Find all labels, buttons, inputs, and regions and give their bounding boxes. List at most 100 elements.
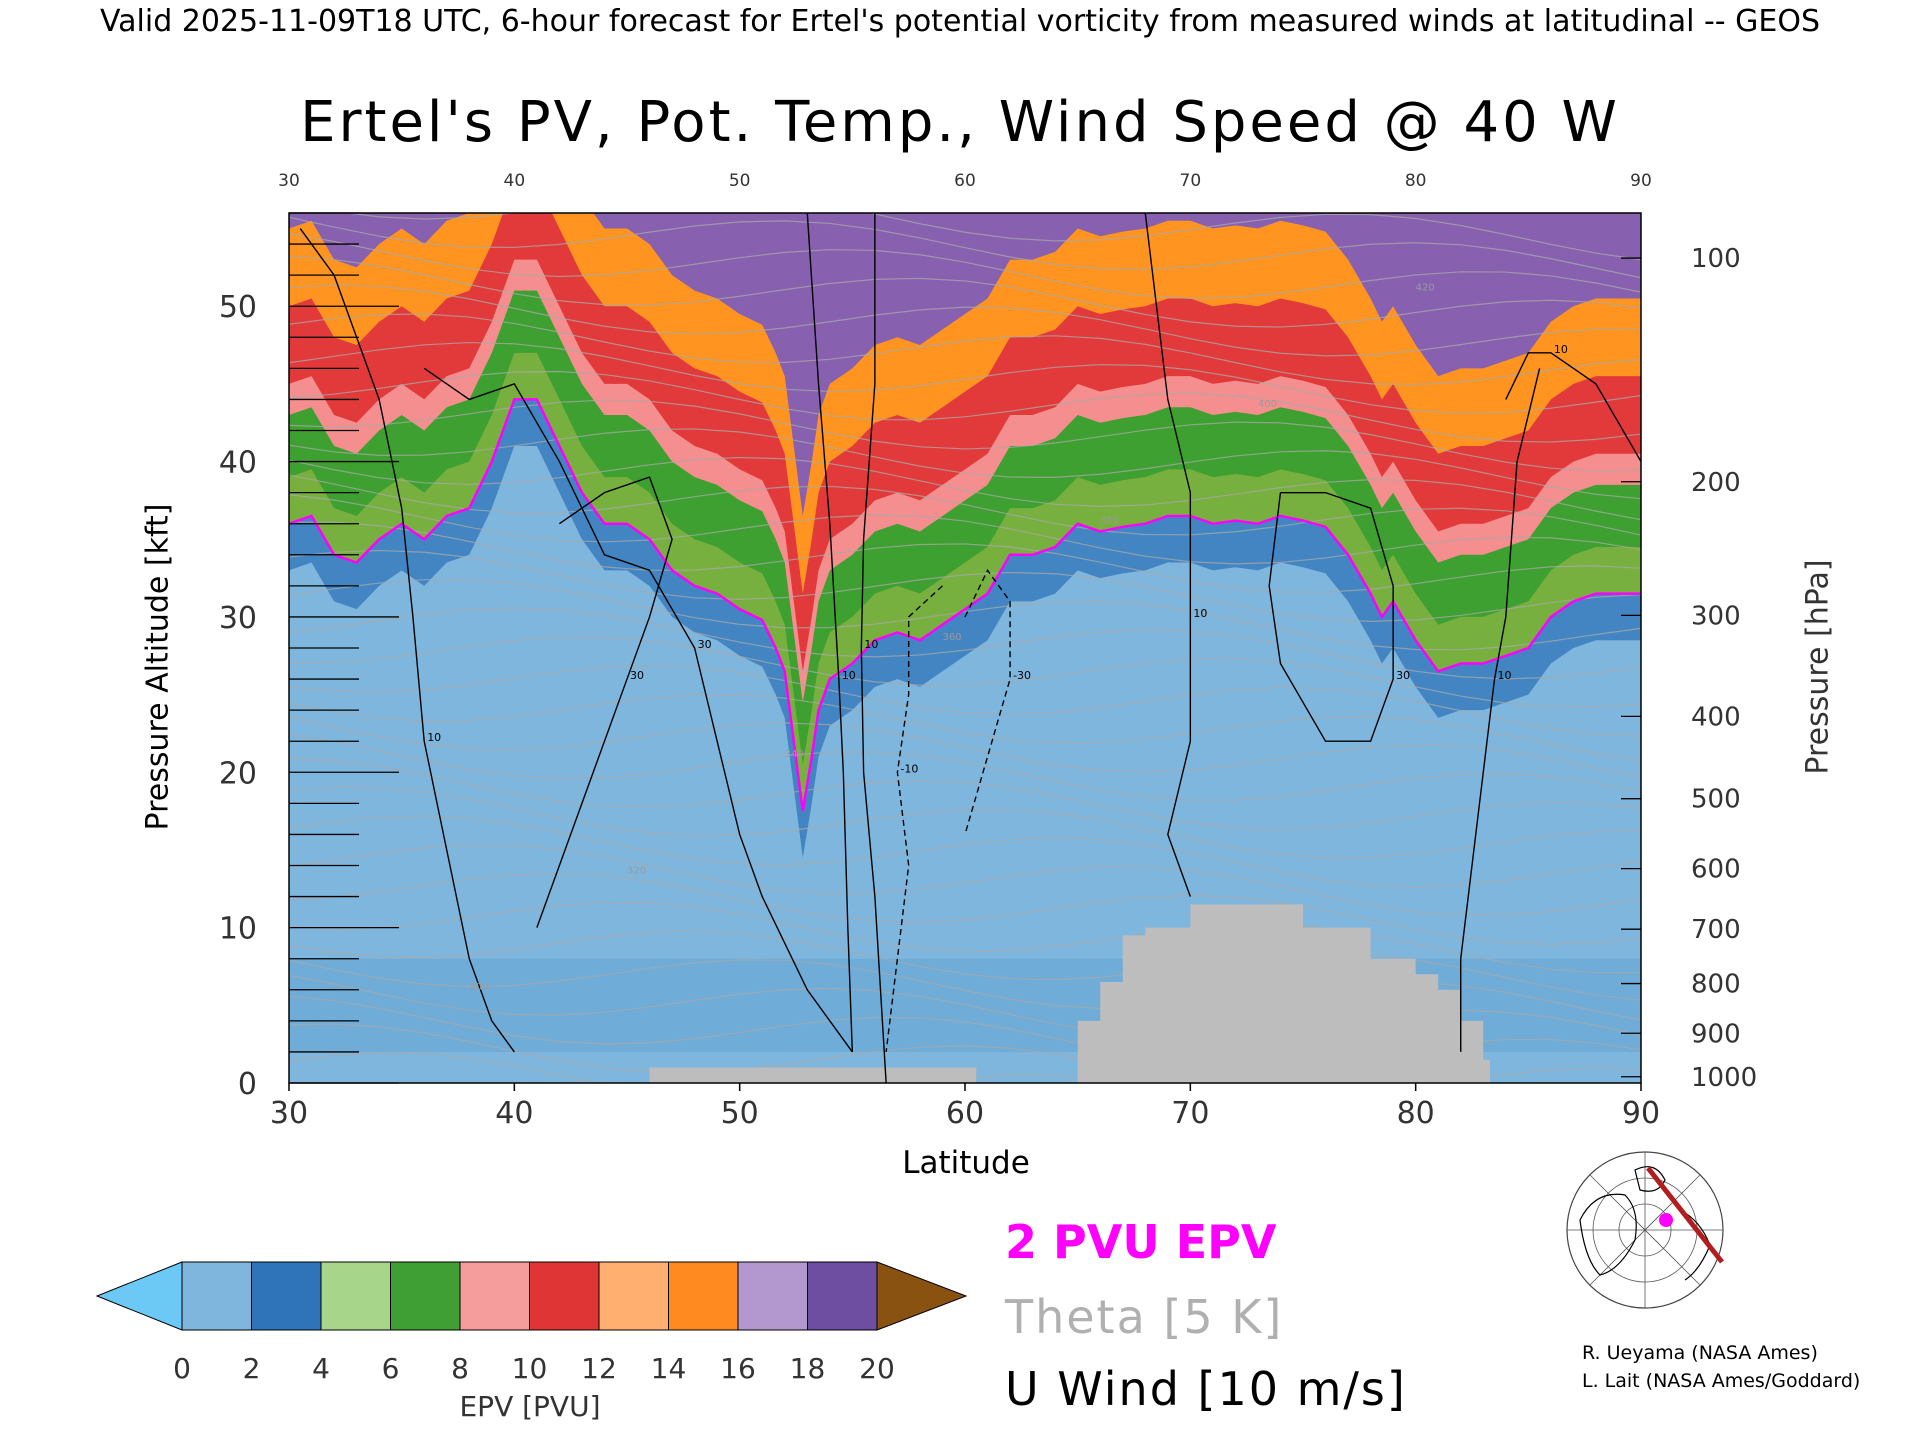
theta-contour-label: 300 bbox=[469, 982, 488, 993]
theta-contour bbox=[289, 579, 1641, 651]
pv2-boundary-line bbox=[289, 398, 1641, 812]
u-wind-contour bbox=[1144, 213, 1192, 897]
y-tick-label-right: 800 bbox=[1691, 970, 1741, 1000]
x-tick-label: 50 bbox=[721, 1096, 759, 1131]
x-tick-label: 80 bbox=[1397, 1096, 1435, 1131]
u-wind-contour-label: 30 bbox=[630, 669, 644, 682]
theta-contour bbox=[289, 716, 1641, 779]
y-tick-label-right: 300 bbox=[1691, 601, 1741, 631]
flight-track-map bbox=[1566, 1151, 1724, 1309]
theta-contour bbox=[289, 341, 1641, 414]
x-tick-label-top: 40 bbox=[504, 171, 526, 191]
x-tick-label: 40 bbox=[495, 1096, 533, 1131]
theta-contour bbox=[289, 733, 1641, 801]
colorbar-label: EPV [PVU] bbox=[459, 1390, 601, 1423]
valid-time-header: Valid 2025-11-09T18 UTC, 6-hour forecast… bbox=[99, 4, 1821, 39]
theta-contour bbox=[289, 474, 1641, 536]
theta-contour bbox=[289, 456, 1641, 521]
theta-contour-label: 400 bbox=[1258, 399, 1277, 410]
u-wind-contour-label: -10 bbox=[900, 762, 918, 775]
u-wind-contour bbox=[964, 568, 1011, 835]
pv-band-1-2 bbox=[289, 399, 1641, 858]
theta-contour-label: 380 bbox=[1100, 516, 1119, 527]
location-marker-icon bbox=[1659, 1213, 1673, 1227]
u-wind-contour bbox=[423, 367, 853, 1053]
legend-u-wind: U Wind [10 m/s] bbox=[1005, 1362, 1407, 1416]
y-tick-label-right: 600 bbox=[1691, 855, 1741, 885]
x-tick-label-top: 90 bbox=[1630, 171, 1652, 191]
y-tick-label: 40 bbox=[219, 446, 257, 481]
u-wind-contour bbox=[806, 213, 854, 1052]
theta-contour-label: 320 bbox=[627, 865, 646, 876]
y-tick-label-right: 200 bbox=[1691, 468, 1741, 498]
theta-contour bbox=[289, 313, 1641, 386]
theta-contour bbox=[289, 930, 1641, 1001]
y-tick-label-right: 500 bbox=[1691, 785, 1741, 815]
theta-contour bbox=[289, 694, 1641, 762]
chart-title: Ertel's PV, Pot. Temp., Wind Speed @ 40 … bbox=[300, 90, 1620, 155]
u-wind-contour-label: 10 bbox=[842, 669, 856, 682]
theta-contour bbox=[289, 428, 1641, 500]
x-tick-label: 90 bbox=[1622, 1096, 1660, 1131]
theta-contour bbox=[289, 664, 1641, 737]
plot-area: 10 30 30 10 10 30 10 10 10 -10 -30 300 320 340 360 380 4… bbox=[289, 213, 1641, 1083]
u-wind-contour-label: 30 bbox=[698, 638, 712, 651]
y-tick-label-right: 1000 bbox=[1691, 1063, 1757, 1093]
theta-contour bbox=[289, 284, 1641, 357]
theta-contour bbox=[289, 844, 1641, 916]
theta-contour-label: 420 bbox=[1416, 283, 1435, 294]
y-tick-label-right: 700 bbox=[1691, 915, 1741, 945]
theta-contour bbox=[289, 399, 1641, 472]
theta-contour bbox=[289, 901, 1641, 974]
u-wind-contour bbox=[1505, 352, 1641, 462]
y-tick-label: 20 bbox=[219, 756, 257, 791]
theta-contour bbox=[289, 549, 1641, 622]
theta-contour-label: 360 bbox=[942, 632, 961, 643]
pv-band-8-10 bbox=[289, 213, 1641, 672]
credit-line-1: R. Ueyama (NASA Ames) bbox=[1582, 1342, 1818, 1364]
u-wind-contour-label: 10 bbox=[864, 638, 878, 651]
theta-contour bbox=[289, 216, 1641, 279]
y-tick-label-right: 100 bbox=[1691, 244, 1741, 274]
u-wind-contour-label: -30 bbox=[1013, 669, 1031, 682]
y-tick-label: 10 bbox=[219, 912, 257, 947]
theta-contour bbox=[289, 255, 1641, 328]
y-tick-label: 30 bbox=[219, 601, 257, 636]
theta-contour bbox=[289, 494, 1641, 565]
x-tick-label-top: 50 bbox=[729, 171, 751, 191]
y-tick-label: 50 bbox=[219, 290, 257, 325]
credit-line-2: L. Lait (NASA Ames/Goddard) bbox=[1582, 1370, 1861, 1392]
x-tick-label-top: 60 bbox=[954, 171, 976, 191]
u-wind-contour bbox=[860, 213, 887, 1083]
terrain-mask bbox=[649, 904, 1491, 1083]
y-tick-label-right: 400 bbox=[1691, 702, 1741, 732]
legend-theta: Theta [5 K] bbox=[1005, 1290, 1284, 1344]
x-tick-label: 60 bbox=[946, 1096, 984, 1131]
x-tick-label-top: 30 bbox=[278, 171, 300, 191]
u-wind-contour bbox=[885, 585, 943, 1053]
u-wind-contour bbox=[1268, 491, 1394, 742]
theta-contour bbox=[289, 636, 1641, 708]
u-wind-contour-label: 10 bbox=[427, 731, 441, 744]
x-tick-label-top: 80 bbox=[1405, 171, 1427, 191]
u-wind-contour bbox=[536, 476, 673, 928]
theta-contour bbox=[289, 233, 1641, 299]
legend-epv: 2 PVU EPV bbox=[1005, 1215, 1277, 1269]
u-wind-contour bbox=[1460, 368, 1541, 1052]
u-wind-contour-label: 10 bbox=[1554, 343, 1568, 356]
u-wind-contour-label: 10 bbox=[1498, 669, 1512, 682]
y-tick-label-right: 900 bbox=[1691, 1019, 1741, 1049]
theta-contour bbox=[289, 370, 1641, 443]
theta-contour bbox=[289, 872, 1641, 945]
theta-contour bbox=[289, 757, 1641, 830]
y-tick-label: 0 bbox=[238, 1067, 257, 1102]
x-axis-label: Latitude bbox=[902, 1145, 1030, 1181]
x-tick-label: 70 bbox=[1171, 1096, 1209, 1131]
x-tick-label: 30 bbox=[270, 1096, 308, 1131]
u-wind-contour-label: 30 bbox=[1396, 669, 1410, 682]
theta-contour bbox=[289, 521, 1641, 593]
u-wind-contour-label: 10 bbox=[1193, 607, 1207, 620]
theta-contour bbox=[289, 786, 1641, 859]
x-tick-label-top: 70 bbox=[1180, 171, 1202, 191]
